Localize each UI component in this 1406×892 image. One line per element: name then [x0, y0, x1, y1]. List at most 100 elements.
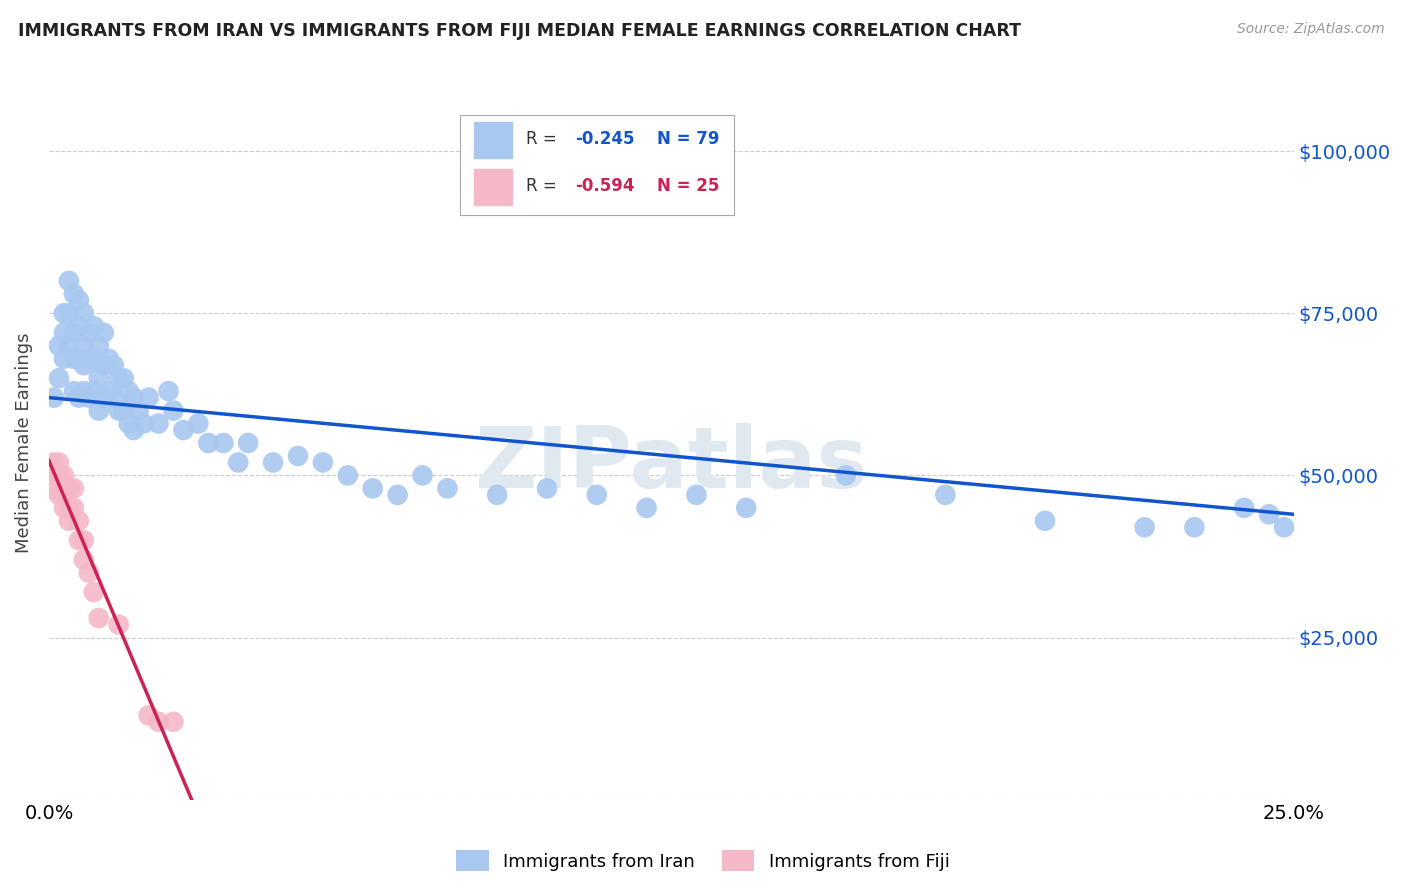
Point [48, 371, 70, 385]
Point [112, 371, 135, 385]
Point [1033, 514, 1056, 528]
Point [52, 488, 75, 502]
Point [58, 306, 80, 320]
Text: ZIPatlas: ZIPatlas [475, 423, 869, 506]
Point [103, 358, 125, 372]
Point [132, 417, 155, 431]
Point [87, 611, 110, 625]
Point [118, 417, 141, 431]
Point [312, 455, 335, 469]
Point [122, 423, 145, 437]
Point [42, 391, 65, 405]
Point [77, 391, 100, 405]
Point [1133, 520, 1156, 534]
Point [287, 449, 309, 463]
Point [63, 482, 86, 496]
Point [162, 403, 184, 417]
Point [87, 339, 110, 353]
Point [77, 326, 100, 340]
Point [486, 488, 509, 502]
Point [735, 500, 758, 515]
Point [63, 384, 86, 398]
Point [118, 384, 141, 398]
Text: IMMIGRANTS FROM IRAN VS IMMIGRANTS FROM FIJI MEDIAN FEMALE EARNINGS CORRELATION : IMMIGRANTS FROM IRAN VS IMMIGRANTS FROM … [18, 22, 1021, 40]
Point [87, 403, 110, 417]
Point [58, 274, 80, 288]
Point [58, 482, 80, 496]
Point [73, 339, 96, 353]
Point [1272, 520, 1295, 534]
Point [157, 384, 180, 398]
Point [107, 403, 129, 417]
Point [52, 500, 75, 515]
Point [197, 436, 219, 450]
Point [934, 488, 956, 502]
Point [77, 566, 100, 580]
Point [42, 455, 65, 469]
Point [238, 436, 260, 450]
Point [67, 514, 90, 528]
Point [148, 714, 170, 729]
Point [436, 482, 458, 496]
Point [73, 384, 96, 398]
Point [97, 351, 120, 366]
Point [112, 403, 135, 417]
Y-axis label: Median Female Earnings: Median Female Earnings [15, 333, 32, 553]
Point [63, 351, 86, 366]
Point [122, 391, 145, 405]
Point [107, 617, 129, 632]
Point [83, 585, 105, 599]
Point [336, 468, 359, 483]
Point [685, 488, 707, 502]
Point [77, 351, 100, 366]
Point [58, 339, 80, 353]
Point [262, 455, 284, 469]
Point [226, 455, 249, 469]
Point [212, 436, 235, 450]
Point [128, 403, 150, 417]
Point [97, 384, 120, 398]
Point [73, 533, 96, 548]
Point [63, 286, 86, 301]
Point [58, 514, 80, 528]
Point [636, 500, 658, 515]
Point [536, 482, 558, 496]
Point [103, 391, 125, 405]
Point [42, 468, 65, 483]
Point [148, 417, 170, 431]
Point [73, 358, 96, 372]
Point [48, 488, 70, 502]
Point [73, 552, 96, 566]
Point [83, 384, 105, 398]
Point [48, 455, 70, 469]
Text: Source: ZipAtlas.com: Source: ZipAtlas.com [1237, 22, 1385, 37]
Point [83, 351, 105, 366]
Point [172, 423, 194, 437]
Point [67, 391, 90, 405]
Point [87, 371, 110, 385]
Point [52, 306, 75, 320]
Point [835, 468, 858, 483]
Point [63, 500, 86, 515]
Point [63, 326, 86, 340]
Point [48, 468, 70, 483]
Point [1233, 500, 1256, 515]
Point [93, 326, 115, 340]
Point [52, 468, 75, 483]
Point [387, 488, 409, 502]
Point [52, 326, 75, 340]
Point [93, 391, 115, 405]
Point [162, 714, 184, 729]
Point [67, 533, 90, 548]
Point [58, 500, 80, 515]
Point [67, 351, 90, 366]
Point [138, 391, 160, 405]
Point [73, 306, 96, 320]
Point [42, 482, 65, 496]
Point [585, 488, 607, 502]
Point [107, 371, 129, 385]
Point [48, 339, 70, 353]
Legend: Immigrants from Iran, Immigrants from Fiji: Immigrants from Iran, Immigrants from Fi… [449, 843, 957, 879]
Point [67, 319, 90, 334]
Point [52, 351, 75, 366]
